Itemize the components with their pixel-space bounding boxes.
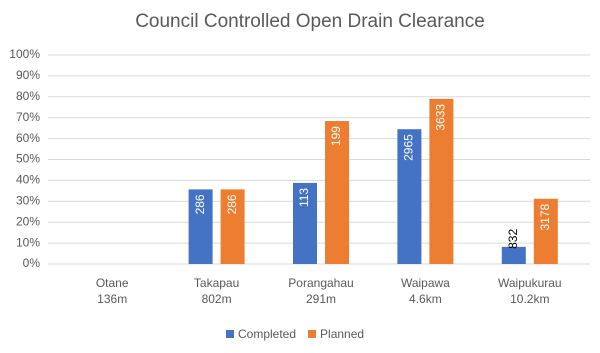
legend-swatch: [308, 330, 317, 338]
y-tick-label: 20%: [16, 214, 40, 228]
y-tick-label: 0%: [23, 256, 41, 270]
y-tick-label: 100%: [9, 47, 40, 61]
legend-label: Planned: [320, 327, 364, 341]
y-tick-label: 60%: [16, 131, 40, 145]
bar: [429, 98, 454, 264]
y-tick-label: 70%: [16, 110, 40, 124]
data-label: 286: [225, 194, 239, 214]
data-label: 3178: [538, 203, 552, 230]
x-tick-label: Otane: [96, 276, 129, 290]
y-tick-label: 80%: [16, 89, 40, 103]
x-tick-label: 802m: [202, 292, 232, 306]
x-tick-label: Porangahau: [288, 276, 353, 290]
bar: [397, 129, 422, 264]
y-tick-label: 30%: [16, 193, 40, 207]
bar: [293, 182, 317, 264]
y-tick-label: 40%: [16, 173, 40, 187]
data-label: 199: [329, 126, 343, 146]
data-label: 113: [297, 188, 311, 207]
y-tick-label: 90%: [16, 68, 40, 82]
bar: [325, 121, 349, 264]
x-tick-label: Takapau: [194, 276, 239, 290]
x-tick-label: 10.2km: [510, 292, 549, 306]
data-label: 832: [506, 229, 520, 249]
legend-swatch: [226, 330, 234, 338]
data-label: 3633: [434, 104, 448, 131]
x-tick-label: 136m: [97, 292, 127, 306]
data-label: 2965: [402, 134, 416, 161]
x-tick-label: 4.6km: [409, 292, 442, 306]
x-tick-label: Waipawa: [401, 276, 450, 290]
data-label: 286: [193, 194, 207, 214]
chart-title: Council Controlled Open Drain Clearance: [135, 11, 485, 32]
bar: [501, 246, 526, 264]
y-tick-label: 10%: [16, 235, 40, 249]
bar: [533, 198, 558, 264]
bar: [220, 189, 245, 264]
x-tick-label: 291m: [306, 292, 336, 306]
x-tick-label: Waipukurau: [498, 276, 562, 290]
legend-label: Completed: [238, 327, 296, 341]
y-tick-label: 50%: [16, 152, 40, 166]
bar: [188, 189, 213, 264]
